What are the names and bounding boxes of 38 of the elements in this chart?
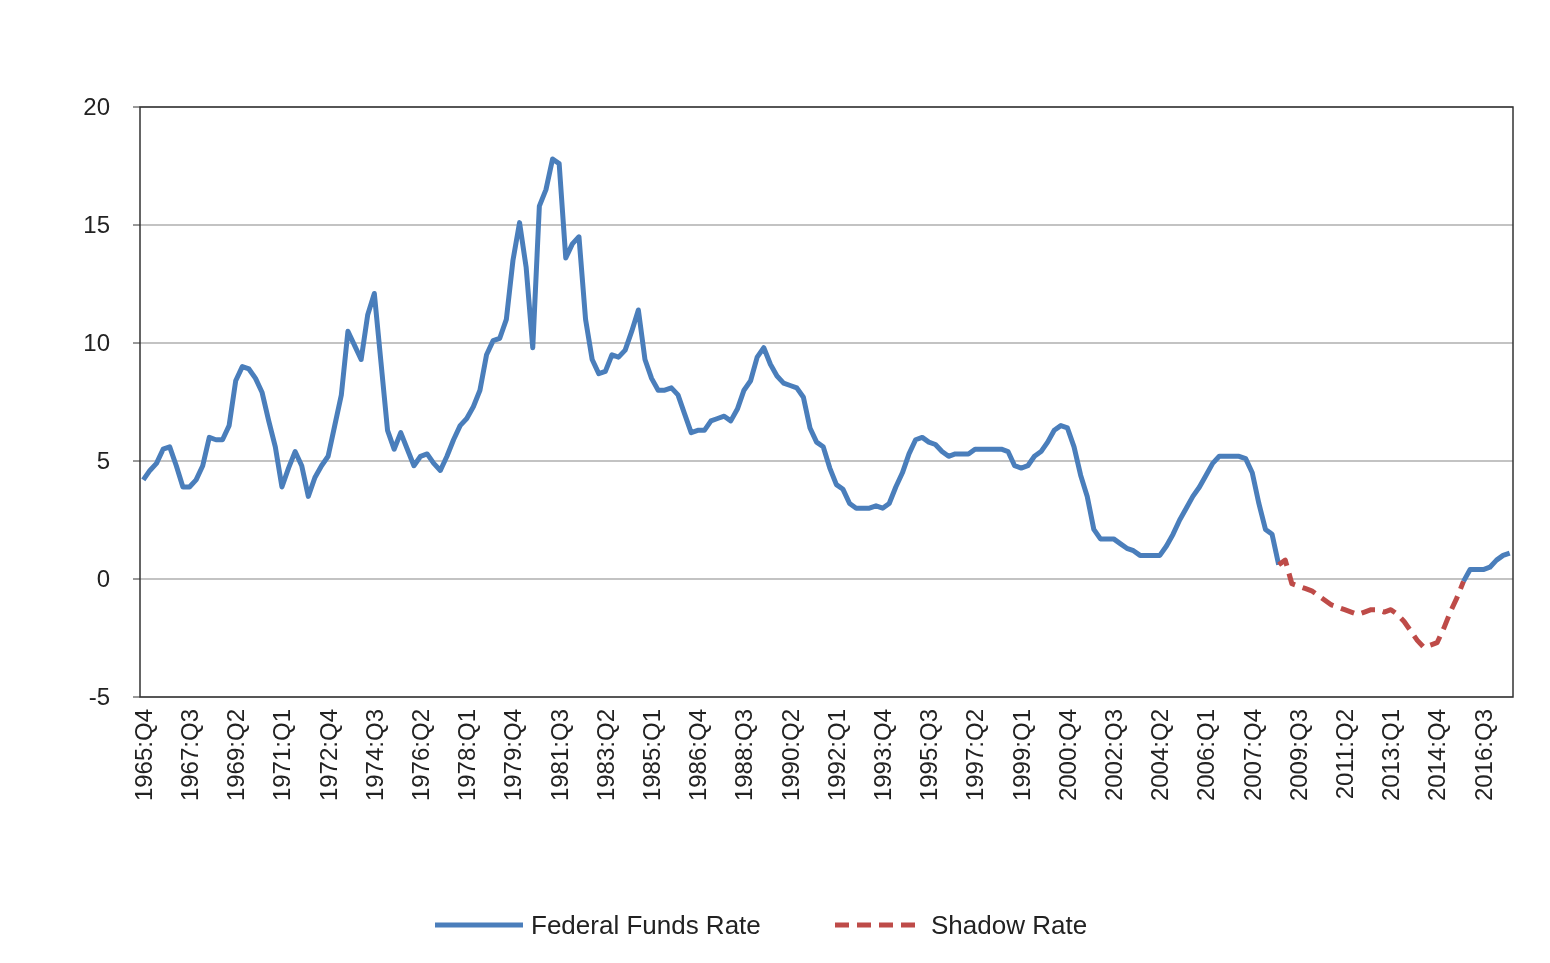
x-tick-label: 1967:Q3 [175, 709, 203, 802]
legend-label: Shadow Rate [931, 910, 1088, 941]
x-tick-label: 1971:Q1 [268, 709, 296, 802]
x-tick-label: 1965:Q4 [129, 709, 157, 802]
x-tick-label: 1990:Q2 [776, 709, 804, 802]
x-tick-label: 2007:Q4 [1238, 709, 1266, 802]
x-tick-label: 1986:Q4 [684, 709, 712, 802]
x-tick-label: 2000:Q4 [1053, 709, 1081, 802]
x-tick-label: 1995:Q3 [915, 709, 943, 802]
legend-label: Federal Funds Rate [531, 910, 761, 941]
x-tick-label: 1981:Q3 [545, 709, 573, 802]
x-tick-label: 1985:Q1 [637, 709, 665, 802]
x-tick-label: 1978:Q1 [453, 709, 481, 802]
x-tick-label: 2014:Q4 [1423, 709, 1451, 802]
x-tick-label: 1999:Q1 [1007, 709, 1035, 802]
x-tick-label: 1972:Q4 [314, 709, 342, 802]
y-tick-label: 10 [83, 329, 110, 357]
x-tick-label: 1992:Q1 [822, 709, 850, 802]
x-tick-label: 1976:Q2 [406, 709, 434, 802]
y-tick-label: 15 [83, 211, 110, 239]
x-tick-label: 1974:Q3 [360, 709, 388, 802]
y-tick-label: 5 [96, 447, 110, 475]
x-tick-label: 2016:Q3 [1469, 709, 1497, 802]
x-tick-label: 2011:Q2 [1331, 709, 1359, 800]
x-tick-label: 2013:Q1 [1377, 709, 1405, 802]
x-tick-label: 1983:Q2 [591, 709, 619, 802]
x-tick-label: 1993:Q4 [869, 709, 897, 802]
y-tick-label: 0 [96, 565, 110, 593]
y-tick-label: -5 [88, 683, 110, 711]
x-tick-label: 1969:Q2 [222, 709, 250, 802]
x-tick-label: 2006:Q1 [1192, 709, 1220, 802]
x-tick-label: 2009:Q3 [1284, 709, 1312, 802]
x-tick-label: 1997:Q2 [961, 709, 989, 802]
y-tick-label: 20 [83, 93, 110, 121]
x-tick-label: 2002:Q3 [1100, 709, 1128, 802]
x-tick-label: 1979:Q4 [499, 709, 527, 802]
x-tick-label: 1988:Q3 [730, 709, 758, 802]
x-tick-label: 2004:Q2 [1146, 709, 1174, 802]
